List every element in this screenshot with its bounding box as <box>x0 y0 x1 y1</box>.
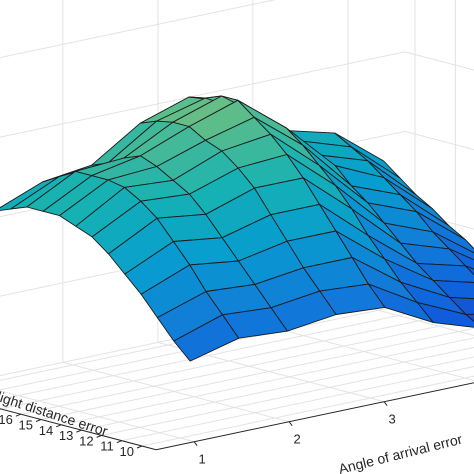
y-tick-label: 12 <box>79 433 93 448</box>
floor-gridline-y <box>0 308 474 410</box>
surface-mesh <box>0 95 474 362</box>
y-tick-label: 14 <box>39 423 53 438</box>
floor-gridline-x <box>347 301 474 336</box>
floor-gridline-y <box>81 346 474 431</box>
surface-face <box>416 262 474 283</box>
x-axis-label: Angle of arrival error <box>337 431 464 474</box>
floor-gridline-y <box>101 356 474 436</box>
y-tick-mark <box>35 419 42 422</box>
x-tick-mark <box>288 421 293 427</box>
y-tick-label: 11 <box>100 439 114 454</box>
gridline-z <box>0 51 474 138</box>
floor-gridline-x <box>0 390 195 443</box>
floor-gridline-y <box>40 327 474 420</box>
floor-gridline-x <box>252 321 474 381</box>
surface-face <box>449 296 474 315</box>
floor-gridline-y <box>0 303 456 400</box>
floor-gridline-y <box>141 375 474 447</box>
surface-face <box>448 248 474 270</box>
y-tick-mark <box>76 429 82 433</box>
y-tick-label: 16 <box>0 412 13 427</box>
y-tick-mark <box>96 434 102 438</box>
surface-face <box>416 301 474 328</box>
y-tick-mark <box>15 413 21 417</box>
x-tick-label: 3 <box>389 412 396 427</box>
floor-gridline-x <box>62 361 290 423</box>
gridline-z <box>0 0 276 59</box>
x-tick-mark <box>383 401 388 407</box>
axes-lines: 1234101112131415161718 <box>0 382 474 467</box>
floor-gridline-y <box>121 366 474 442</box>
surface-face <box>465 313 474 322</box>
x-axis-line <box>156 382 474 451</box>
x-tick-label: 2 <box>294 432 301 447</box>
y-tick-label: 13 <box>59 428 73 443</box>
y-axis-label: Flight distance error <box>0 386 110 440</box>
x-tick-mark <box>193 441 198 447</box>
floor-gridline-y <box>20 318 474 415</box>
y-tick-mark <box>136 445 143 449</box>
y-tick-mark <box>0 408 1 410</box>
floor-gridline-y <box>61 337 474 426</box>
surface-face <box>465 265 474 276</box>
surface-face <box>432 231 474 261</box>
y-tick-mark <box>56 424 62 428</box>
surface-face <box>432 279 474 300</box>
surface-face <box>416 211 474 254</box>
y-tick-label: 10 <box>120 444 134 459</box>
y-tick-label: 15 <box>19 418 33 433</box>
y-axis-line <box>0 408 157 451</box>
x-tick-label: 1 <box>199 452 206 467</box>
y-tick-mark <box>116 440 122 444</box>
